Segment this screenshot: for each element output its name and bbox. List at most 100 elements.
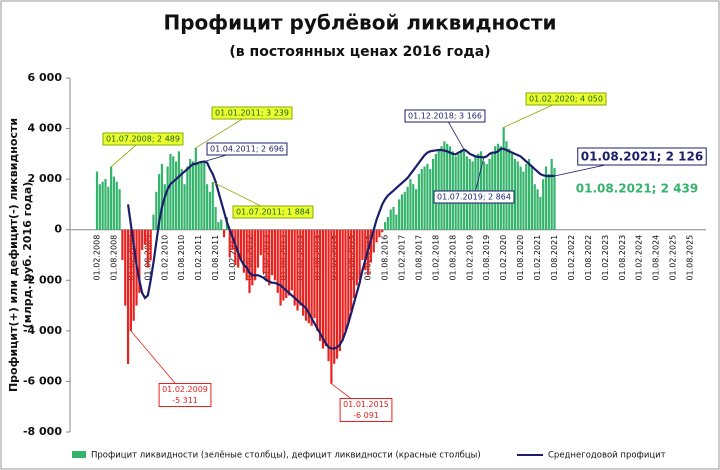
bar (426, 163, 429, 230)
chart-title: Профицит рублёвой ликвидности (163, 11, 556, 35)
bar (138, 229, 141, 293)
annotation-text: 01.01.2011; 3 239 (215, 109, 289, 118)
bar (302, 229, 305, 316)
bar (279, 229, 282, 306)
bar (364, 229, 367, 271)
bar (553, 168, 556, 230)
bar (412, 184, 415, 230)
bar (245, 229, 248, 281)
x-tick-label: 01.02.2018 (431, 235, 440, 281)
bar (313, 229, 316, 319)
bar (115, 181, 118, 230)
bar (530, 166, 533, 230)
bar (539, 196, 542, 230)
bar (369, 229, 373, 263)
annotation-text: 01.07.2008; 2 489 (106, 135, 180, 144)
bar (550, 158, 553, 230)
bar (172, 156, 175, 230)
x-tick-label: 01.02.2017 (397, 235, 406, 281)
bar (158, 174, 161, 230)
bar (361, 229, 364, 261)
bar (126, 229, 130, 365)
bar (341, 229, 344, 341)
bar (107, 186, 110, 230)
x-tick-label: 01.08.2022 (584, 235, 593, 281)
annotation-text: 01.07.2011; 1 884 (236, 208, 310, 217)
bar (415, 189, 418, 230)
bar (98, 184, 101, 230)
bar (149, 229, 152, 261)
annotation-text: 01.07.2019; 2 864 (437, 193, 511, 202)
bar (112, 176, 116, 230)
bar (237, 229, 240, 268)
bar (431, 158, 435, 230)
bar (183, 184, 186, 230)
annotation-box (102, 132, 184, 146)
bar (318, 229, 322, 341)
y-tick-label: -4 000 (23, 324, 62, 337)
bar (228, 229, 231, 258)
bar (197, 163, 200, 230)
y-tick-label: 0 (54, 223, 62, 236)
bar (513, 158, 517, 230)
annotation-text: 01.02.2020; 4 050 (529, 95, 603, 104)
bar (519, 166, 522, 230)
x-tick-label: 01.08.2016 (381, 235, 390, 281)
bar (502, 127, 505, 230)
x-tick-label: 01.02.2022 (567, 235, 576, 281)
bar (194, 147, 197, 230)
y-tick-label: -2 000 (23, 273, 62, 286)
bar (335, 229, 339, 359)
bar (525, 163, 528, 230)
bar (508, 148, 511, 230)
bar (398, 199, 401, 230)
y-tick-label: 4 000 (28, 122, 63, 135)
bar (536, 189, 539, 230)
bar (273, 229, 277, 281)
annotation-leader (473, 157, 485, 198)
bar (217, 222, 220, 230)
bar (420, 169, 423, 230)
y-axis-label: (млрд. руб. 2016 года) (21, 182, 34, 329)
annotation-box (232, 205, 314, 219)
bar (220, 219, 223, 230)
bar (163, 184, 166, 230)
bar (110, 166, 113, 230)
annotation-box (158, 383, 212, 407)
bar (321, 229, 325, 349)
bar (522, 171, 525, 230)
bar (299, 229, 302, 306)
bar (355, 229, 358, 286)
x-tick-label: 01.02.2023 (601, 235, 610, 281)
bar (293, 229, 296, 306)
bar (118, 189, 121, 230)
x-tick-label: 01.02.2020 (499, 235, 508, 281)
bar (499, 146, 502, 230)
bar (429, 169, 432, 230)
bar (352, 229, 356, 298)
x-tick-label: 01.02.2012 (228, 235, 237, 281)
bar (287, 229, 291, 296)
bar (276, 229, 279, 293)
y-tick-label: 2 000 (28, 172, 63, 185)
bar (254, 229, 257, 281)
bar (251, 229, 254, 286)
bar (392, 206, 395, 230)
bar (206, 184, 209, 230)
bar (95, 171, 99, 230)
x-tick-label: 01.08.2019 (482, 235, 491, 281)
x-tick-label: 01.02.2025 (669, 235, 678, 281)
x-tick-label: 01.08.2008 (109, 235, 118, 281)
bar (544, 166, 548, 230)
bar (160, 163, 164, 230)
bar (316, 229, 319, 331)
bar (440, 146, 443, 230)
annotation-text: 01.02.2009 (162, 385, 208, 394)
bar (282, 229, 285, 301)
bar (417, 174, 421, 230)
legend-swatch (72, 451, 86, 458)
bar (310, 229, 313, 326)
bar (400, 194, 404, 230)
legend-label: Профицит ликвидности (зелёные столбцы), … (91, 451, 481, 461)
bar (124, 229, 127, 306)
